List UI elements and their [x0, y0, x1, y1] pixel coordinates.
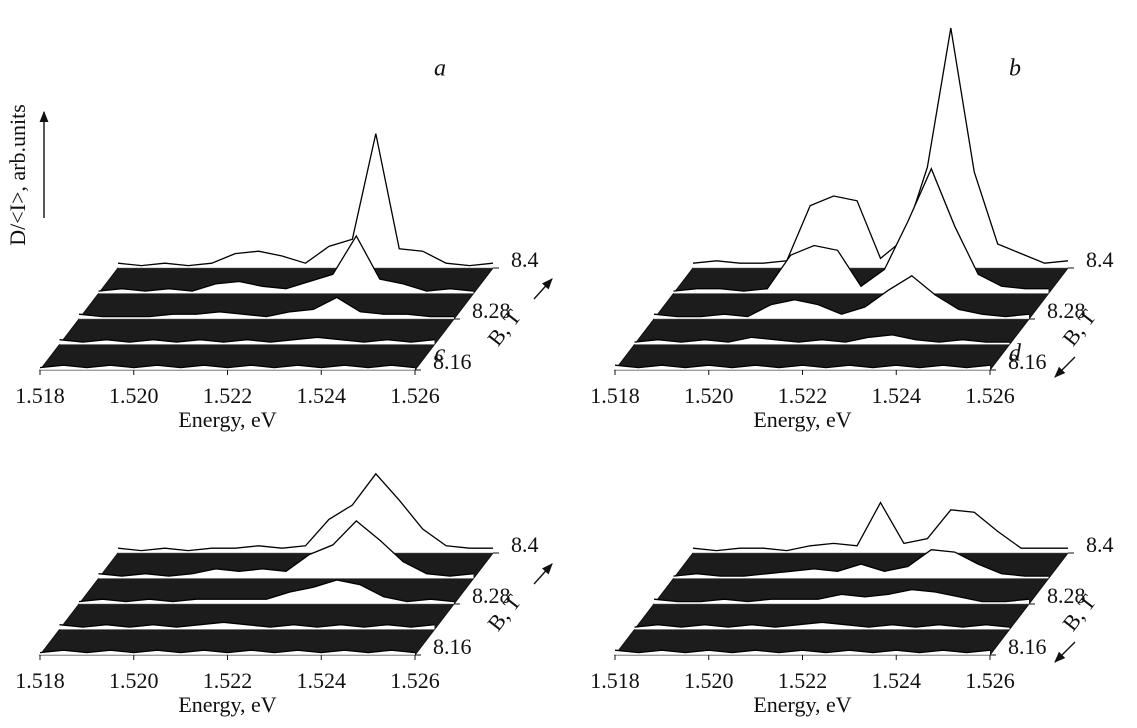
x-tick-label: 1.518: [590, 383, 640, 408]
b-tick-label: 8.16: [1008, 634, 1047, 659]
panel-letter: a: [434, 56, 446, 82]
row-fill: [615, 650, 990, 655]
panel-letter: b: [1009, 56, 1021, 82]
row-fill: [79, 297, 454, 319]
x-tick-label: 1.522: [778, 383, 828, 408]
b-tick-label: 8.16: [1008, 349, 1047, 374]
row-fill: [654, 589, 1029, 604]
b-tick-label: 8.4: [1086, 247, 1114, 272]
b-tick-label: 8.28: [1047, 583, 1086, 608]
x-tick-label: 1.520: [684, 383, 734, 408]
x-tick-label: 1.520: [109, 668, 159, 693]
x-tick-label: 1.526: [390, 668, 440, 693]
row-trace: [653, 588, 1030, 603]
row-trace: [59, 336, 435, 343]
x-axis-label: Energy, eV: [178, 407, 276, 432]
row-trace: [98, 520, 474, 577]
x-tick-label: 1.524: [297, 668, 347, 693]
row-trace: [98, 234, 474, 292]
b-tick-label: 8.28: [1047, 298, 1086, 323]
b-tick-label: 8.4: [511, 247, 539, 272]
x-tick-label: 1.526: [965, 383, 1015, 408]
row-trace: [673, 549, 1049, 577]
row-trace: [692, 27, 1069, 264]
row-trace: [634, 621, 1010, 628]
row-fill: [98, 520, 474, 579]
row-trace: [39, 364, 416, 369]
x-tick-label: 1.522: [203, 668, 253, 693]
b-axis-arrow: [1054, 356, 1076, 378]
row-trace: [653, 275, 1030, 318]
y-axis-label: D/<I>, arb.units: [5, 104, 30, 246]
row-trace: [117, 472, 493, 552]
row-fill: [673, 168, 1049, 294]
b-tick-label: 8.16: [433, 634, 472, 659]
row-fill: [59, 622, 435, 630]
row-trace: [673, 167, 1049, 292]
row-trace: [78, 296, 454, 318]
row-fill: [79, 580, 454, 604]
b-tick-label: 8.4: [1086, 532, 1114, 557]
row-trace: [634, 334, 1010, 343]
x-tick-label: 1.526: [390, 383, 440, 408]
x-tick-label: 1.518: [15, 383, 65, 408]
row-trace: [39, 649, 416, 654]
x-axis-label: Energy, eV: [753, 407, 851, 432]
x-tick-label: 1.518: [15, 668, 65, 693]
row-fill: [59, 337, 435, 345]
x-tick-label: 1.524: [872, 668, 922, 693]
x-tick-label: 1.524: [297, 383, 347, 408]
x-tick-label: 1.522: [778, 668, 828, 693]
b-axis-arrow: [533, 278, 553, 300]
row-trace: [117, 133, 494, 267]
panel-letter: c: [435, 341, 446, 367]
row-trace: [614, 649, 991, 654]
x-axis-label: Energy, eV: [178, 692, 276, 717]
row-fill: [693, 502, 1068, 553]
x-tick-label: 1.526: [965, 668, 1015, 693]
x-axis-label: Energy, eV: [753, 692, 851, 717]
b-tick-label: 8.4: [511, 532, 539, 557]
row-trace: [614, 364, 991, 369]
b-tick-label: 8.16: [433, 349, 472, 374]
panel-letter: d: [1009, 341, 1022, 367]
b-tick-label: 8.28: [472, 298, 511, 323]
row-fill: [654, 275, 1029, 319]
row-trace: [59, 621, 435, 628]
x-tick-label: 1.520: [109, 383, 159, 408]
row-fill: [118, 133, 493, 268]
row-fill: [615, 365, 990, 370]
x-tick-label: 1.518: [590, 668, 640, 693]
x-tick-label: 1.524: [872, 383, 922, 408]
row-fill: [118, 473, 493, 553]
b-axis-arrow: [533, 563, 553, 585]
row-fill: [693, 28, 1068, 268]
b-axis-arrow: [1054, 641, 1076, 663]
x-tick-label: 1.522: [203, 383, 253, 408]
row-trace: [78, 579, 455, 603]
row-trace: [692, 501, 1068, 552]
x-tick-label: 1.520: [684, 668, 734, 693]
b-tick-label: 8.28: [472, 583, 511, 608]
